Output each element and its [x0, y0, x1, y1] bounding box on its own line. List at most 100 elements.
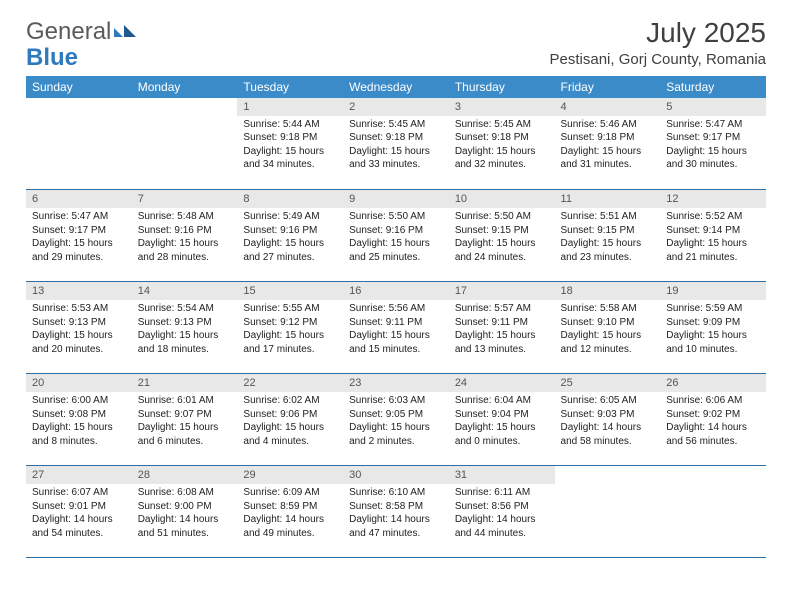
daylight-line: Daylight: 15 hours and 8 minutes.	[32, 421, 126, 448]
day-cell: 7Sunrise: 5:48 AMSunset: 9:16 PMDaylight…	[132, 190, 238, 282]
calendar-table: SundayMondayTuesdayWednesdayThursdayFrid…	[26, 76, 766, 559]
logo-text-blue: Blue	[26, 44, 78, 72]
day-number: 30	[343, 466, 449, 484]
sunrise-line: Sunrise: 5:48 AM	[138, 210, 232, 224]
day-cell: 5Sunrise: 5:47 AMSunset: 9:17 PMDaylight…	[660, 98, 766, 190]
sunset-line: Sunset: 9:02 PM	[666, 408, 760, 422]
sunset-line: Sunset: 9:16 PM	[138, 224, 232, 238]
location-text: Pestisani, Gorj County, Romania	[550, 51, 766, 68]
sunset-line: Sunset: 9:09 PM	[666, 316, 760, 330]
day-number: 17	[449, 282, 555, 300]
daylight-line: Daylight: 14 hours and 54 minutes.	[32, 513, 126, 540]
day-details: Sunrise: 6:08 AMSunset: 9:00 PMDaylight:…	[132, 484, 238, 544]
day-number: 6	[26, 190, 132, 208]
day-cell: 17Sunrise: 5:57 AMSunset: 9:11 PMDayligh…	[449, 282, 555, 374]
sunrise-line: Sunrise: 6:11 AM	[455, 486, 549, 500]
day-cell: 21Sunrise: 6:01 AMSunset: 9:07 PMDayligh…	[132, 374, 238, 466]
sunrise-line: Sunrise: 5:51 AM	[561, 210, 655, 224]
day-cell: 20Sunrise: 6:00 AMSunset: 9:08 PMDayligh…	[26, 374, 132, 466]
day-number: 18	[555, 282, 661, 300]
sunset-line: Sunset: 9:15 PM	[455, 224, 549, 238]
daylight-line: Daylight: 15 hours and 0 minutes.	[455, 421, 549, 448]
daylight-line: Daylight: 15 hours and 33 minutes.	[349, 145, 443, 172]
sunset-line: Sunset: 8:58 PM	[349, 500, 443, 514]
day-number: 4	[555, 98, 661, 116]
day-details: Sunrise: 5:56 AMSunset: 9:11 PMDaylight:…	[343, 300, 449, 360]
sunset-line: Sunset: 9:13 PM	[138, 316, 232, 330]
calendar-body: 1Sunrise: 5:44 AMSunset: 9:18 PMDaylight…	[26, 98, 766, 558]
calendar-week-row: 27Sunrise: 6:07 AMSunset: 9:01 PMDayligh…	[26, 466, 766, 558]
sunrise-line: Sunrise: 6:01 AM	[138, 394, 232, 408]
day-number: 28	[132, 466, 238, 484]
day-details: Sunrise: 5:50 AMSunset: 9:15 PMDaylight:…	[449, 208, 555, 268]
day-cell: 31Sunrise: 6:11 AMSunset: 8:56 PMDayligh…	[449, 466, 555, 558]
daylight-line: Daylight: 14 hours and 58 minutes.	[561, 421, 655, 448]
day-details: Sunrise: 5:45 AMSunset: 9:18 PMDaylight:…	[343, 116, 449, 176]
day-cell: 3 Sunrise: 5:45 AMSunset: 9:18 PMDaylight…	[449, 98, 555, 190]
sunrise-line: Sunrise: 5:54 AM	[138, 302, 232, 316]
sunset-line: Sunset: 9:01 PM	[32, 500, 126, 514]
sunrise-line: Sunrise: 5:53 AM	[32, 302, 126, 316]
day-number: 9	[343, 190, 449, 208]
day-details: Sunrise: 5:46 AMSunset: 9:18 PMDaylight:…	[555, 116, 661, 176]
day-number: 15	[237, 282, 343, 300]
sunrise-line: Sunrise: 5:45 AM	[455, 118, 549, 132]
sunset-line: Sunset: 9:16 PM	[243, 224, 337, 238]
day-number: 19	[660, 282, 766, 300]
day-number: 12	[660, 190, 766, 208]
sunrise-line: Sunrise: 6:03 AM	[349, 394, 443, 408]
sunrise-line: Sunrise: 5:56 AM	[349, 302, 443, 316]
day-details: Sunrise: 6:03 AMSunset: 9:05 PMDaylight:…	[343, 392, 449, 452]
sunrise-line: Sunrise: 6:09 AM	[243, 486, 337, 500]
sunset-line: Sunset: 9:18 PM	[349, 131, 443, 145]
day-details: Sunrise: 5:44 AMSunset: 9:18 PMDaylight:…	[237, 116, 343, 176]
weekday-header: Monday	[132, 76, 238, 98]
sunrise-line: Sunrise: 5:49 AM	[243, 210, 337, 224]
sunset-line: Sunset: 9:17 PM	[32, 224, 126, 238]
logo-flag-icon	[114, 18, 136, 46]
sunrise-line: Sunrise: 6:06 AM	[666, 394, 760, 408]
day-details: Sunrise: 6:04 AMSunset: 9:04 PMDaylight:…	[449, 392, 555, 452]
day-number: 22	[237, 374, 343, 392]
day-cell: 25Sunrise: 6:05 AMSunset: 9:03 PMDayligh…	[555, 374, 661, 466]
day-number: 26	[660, 374, 766, 392]
sunset-line: Sunset: 8:59 PM	[243, 500, 337, 514]
day-cell: 12Sunrise: 5:52 AMSunset: 9:14 PMDayligh…	[660, 190, 766, 282]
day-number: 3	[449, 98, 555, 116]
daylight-line: Daylight: 15 hours and 13 minutes.	[455, 329, 549, 356]
sunset-line: Sunset: 9:18 PM	[455, 131, 549, 145]
day-cell: 22Sunrise: 6:02 AMSunset: 9:06 PMDayligh…	[237, 374, 343, 466]
sunset-line: Sunset: 9:16 PM	[349, 224, 443, 238]
sunset-line: Sunset: 9:11 PM	[455, 316, 549, 330]
sunrise-line: Sunrise: 5:50 AM	[349, 210, 443, 224]
daylight-line: Daylight: 15 hours and 32 minutes.	[455, 145, 549, 172]
weekday-header: Wednesday	[343, 76, 449, 98]
day-cell: 28Sunrise: 6:08 AMSunset: 9:00 PMDayligh…	[132, 466, 238, 558]
sunrise-line: Sunrise: 5:52 AM	[666, 210, 760, 224]
day-details: Sunrise: 6:01 AMSunset: 9:07 PMDaylight:…	[132, 392, 238, 452]
day-number: 27	[26, 466, 132, 484]
day-number: 8	[237, 190, 343, 208]
daylight-line: Daylight: 15 hours and 2 minutes.	[349, 421, 443, 448]
sunrise-line: Sunrise: 5:46 AM	[561, 118, 655, 132]
day-number: 16	[343, 282, 449, 300]
daylight-line: Daylight: 15 hours and 25 minutes.	[349, 237, 443, 264]
weekday-header: Sunday	[26, 76, 132, 98]
daylight-line: Daylight: 15 hours and 28 minutes.	[138, 237, 232, 264]
daylight-line: Daylight: 15 hours and 6 minutes.	[138, 421, 232, 448]
weekday-header-row: SundayMondayTuesdayWednesdayThursdayFrid…	[26, 76, 766, 98]
day-details: Sunrise: 6:10 AMSunset: 8:58 PMDaylight:…	[343, 484, 449, 544]
weekday-header: Saturday	[660, 76, 766, 98]
day-cell: 6Sunrise: 5:47 AMSunset: 9:17 PMDaylight…	[26, 190, 132, 282]
day-cell: 24Sunrise: 6:04 AMSunset: 9:04 PMDayligh…	[449, 374, 555, 466]
empty-day-cell	[132, 98, 238, 190]
day-cell: 2Sunrise: 5:45 AMSunset: 9:18 PMDaylight…	[343, 98, 449, 190]
day-details: Sunrise: 5:50 AMSunset: 9:16 PMDaylight:…	[343, 208, 449, 268]
sunrise-line: Sunrise: 6:08 AM	[138, 486, 232, 500]
daylight-line: Daylight: 15 hours and 18 minutes.	[138, 329, 232, 356]
day-cell: 16Sunrise: 5:56 AMSunset: 9:11 PMDayligh…	[343, 282, 449, 374]
day-details: Sunrise: 6:02 AMSunset: 9:06 PMDaylight:…	[237, 392, 343, 452]
day-cell: 27Sunrise: 6:07 AMSunset: 9:01 PMDayligh…	[26, 466, 132, 558]
day-cell: 4Sunrise: 5:46 AMSunset: 9:18 PMDaylight…	[555, 98, 661, 190]
day-cell: 8Sunrise: 5:49 AMSunset: 9:16 PMDaylight…	[237, 190, 343, 282]
